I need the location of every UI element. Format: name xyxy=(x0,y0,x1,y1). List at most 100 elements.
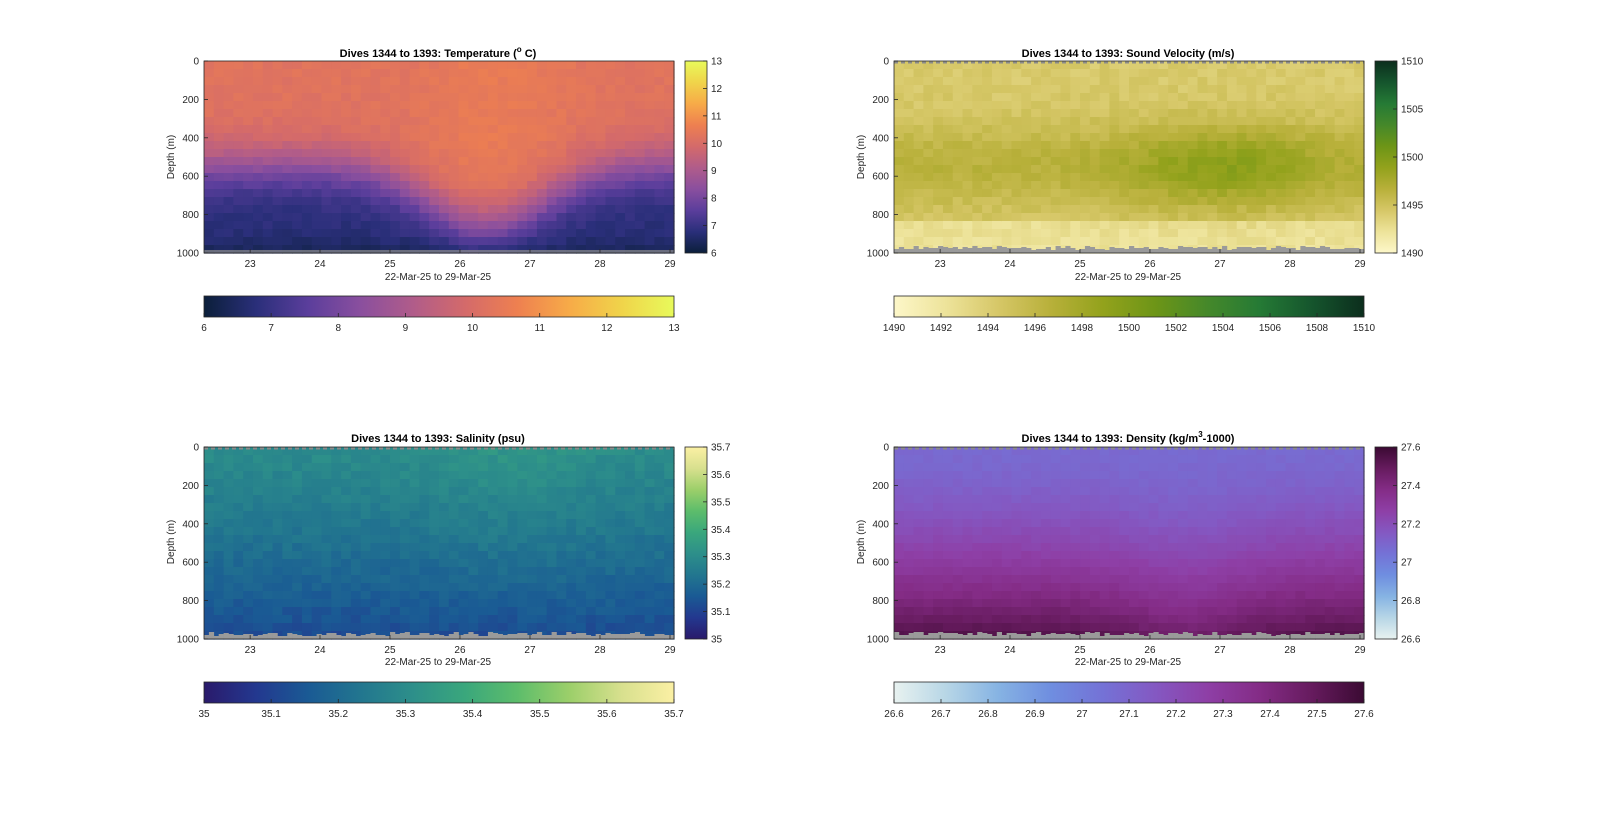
x-tick-label: 28 xyxy=(594,259,606,270)
heatmap-cell xyxy=(321,535,332,544)
heatmap-cell xyxy=(468,599,479,608)
heatmap-cell xyxy=(1060,93,1071,102)
heatmap-cell xyxy=(894,189,905,198)
heatmap-cell xyxy=(1344,495,1355,504)
heatmap-cell xyxy=(1344,519,1355,528)
heatmap-cell xyxy=(903,221,915,230)
heatmap-cell xyxy=(634,559,646,568)
heatmap-cell xyxy=(1119,205,1130,214)
heatmap-cell xyxy=(972,591,983,600)
heatmap-cell xyxy=(625,69,636,78)
heatmap-cell xyxy=(497,471,509,480)
heatmap-cell xyxy=(360,189,372,198)
heatmap-cell xyxy=(311,77,323,86)
heatmap-cell xyxy=(439,149,450,158)
heatmap-cell xyxy=(213,511,225,520)
heatmap-cell xyxy=(664,527,675,536)
heatmap-cell xyxy=(1040,85,1052,94)
heatmap-cell xyxy=(933,503,944,512)
heatmap-cell xyxy=(448,173,460,182)
heatmap-cell xyxy=(311,559,323,568)
heatmap-cell xyxy=(1070,471,1081,480)
heatmap-cell xyxy=(1207,181,1218,190)
y-tick-label: 0 xyxy=(193,57,199,68)
heatmap-cell xyxy=(1070,487,1081,496)
heatmap-cell xyxy=(894,213,905,222)
heatmap-cell xyxy=(962,455,973,464)
heatmap-cell xyxy=(252,599,264,608)
heatmap-cell xyxy=(223,527,234,536)
heatmap-cell xyxy=(1021,527,1032,536)
heatmap-cell xyxy=(1315,479,1326,488)
heatmap-cell xyxy=(1207,543,1218,552)
heatmap-cell xyxy=(546,567,558,576)
heatmap-cell xyxy=(1129,511,1140,520)
heatmap-cell xyxy=(1001,85,1013,94)
heatmap-cell xyxy=(536,197,548,206)
heatmap-cell xyxy=(1334,479,1346,488)
heatmap-cell xyxy=(1207,117,1218,126)
heatmap-cell xyxy=(1001,495,1013,504)
heatmap-cell xyxy=(1129,575,1140,584)
heatmap-cell xyxy=(634,165,646,174)
heatmap-cell xyxy=(1177,591,1189,600)
heatmap-cell xyxy=(272,205,283,214)
heatmap-cell xyxy=(556,173,567,182)
heatmap-cell xyxy=(1060,117,1071,126)
heatmap-cell xyxy=(644,551,656,560)
heatmap-cell xyxy=(1226,213,1238,222)
heatmap-cell xyxy=(972,583,983,592)
heatmap-cell xyxy=(272,181,283,190)
heatmap-cell xyxy=(272,495,283,504)
heatmap-cell xyxy=(341,197,352,206)
heatmap-cell xyxy=(233,535,244,544)
heatmap-cell xyxy=(223,559,234,568)
heatmap-cell xyxy=(556,567,567,576)
heatmap-cell xyxy=(301,229,313,238)
heatmap-cell xyxy=(448,575,460,584)
heatmap-cell xyxy=(350,495,362,504)
heatmap-cell xyxy=(419,455,430,464)
heatmap-cell xyxy=(213,583,225,592)
heatmap-cell xyxy=(1226,237,1238,246)
heatmap-cell xyxy=(536,575,548,584)
heatmap-cell xyxy=(962,69,973,78)
heatmap-cell xyxy=(341,495,352,504)
heatmap-cell xyxy=(1129,463,1140,472)
heatmap-cell xyxy=(1236,471,1248,480)
heatmap-cell xyxy=(1021,559,1032,568)
heatmap-cell xyxy=(1217,527,1228,536)
heatmap-cell xyxy=(1324,205,1336,214)
heatmap-cell xyxy=(1226,85,1238,94)
missing-data-cell xyxy=(419,633,425,639)
heatmap-cell xyxy=(1207,69,1218,78)
colorbar-tick-label: 7 xyxy=(268,323,274,334)
heatmap-cell xyxy=(468,519,479,528)
heatmap-cell xyxy=(321,471,332,480)
heatmap-cell xyxy=(1344,543,1355,552)
heatmap-cell xyxy=(1256,559,1267,568)
heatmap-cell xyxy=(213,487,225,496)
heatmap-cell xyxy=(923,173,934,182)
heatmap-cell xyxy=(1315,133,1326,142)
heatmap-cell xyxy=(634,197,646,206)
heatmap-cell xyxy=(1246,591,1257,600)
heatmap-cell xyxy=(566,607,577,616)
heatmap-cell xyxy=(1011,205,1022,214)
heatmap-cell xyxy=(517,85,528,94)
heatmap-cell xyxy=(204,479,215,488)
heatmap-cell xyxy=(350,583,362,592)
heatmap-cell xyxy=(399,503,411,512)
heatmap-cell xyxy=(1177,607,1189,616)
heatmap-cell xyxy=(1099,149,1111,158)
heatmap-cell xyxy=(1021,567,1032,576)
heatmap-cell xyxy=(1031,607,1042,616)
heatmap-cell xyxy=(1099,607,1111,616)
heatmap-cell xyxy=(664,173,675,182)
heatmap-cell xyxy=(595,495,607,504)
heatmap-cell xyxy=(546,623,558,632)
heatmap-cell xyxy=(1275,535,1287,544)
heatmap-cell xyxy=(1266,109,1277,118)
heatmap-cell xyxy=(923,471,934,480)
heatmap-cell xyxy=(1334,527,1346,536)
